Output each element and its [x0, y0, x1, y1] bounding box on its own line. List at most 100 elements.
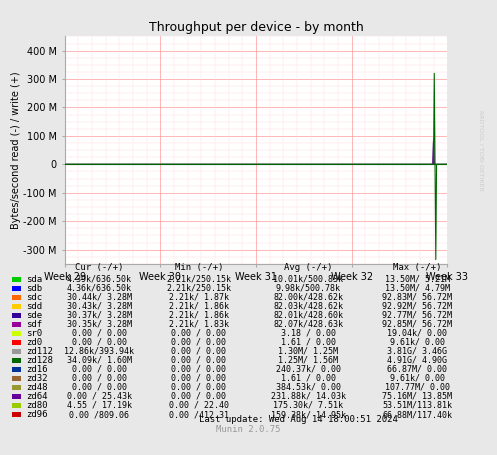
Text: Munin 2.0.75: Munin 2.0.75: [216, 425, 281, 434]
Text: 4.55 / 17.19k: 4.55 / 17.19k: [67, 401, 132, 410]
Text: 82.03k/428.62k: 82.03k/428.62k: [273, 302, 343, 311]
Text: 0.00 /412.31: 0.00 /412.31: [169, 410, 229, 419]
Text: zd96: zd96: [26, 410, 47, 419]
Text: zd32: zd32: [26, 374, 47, 383]
Text: 34.09k/ 1.60M: 34.09k/ 1.60M: [67, 356, 132, 365]
Text: 4.91G/ 4.90G: 4.91G/ 4.90G: [388, 356, 447, 365]
Text: 0.00 / 0.00: 0.00 / 0.00: [171, 383, 226, 392]
Text: 0.00 / 0.00: 0.00 / 0.00: [72, 383, 127, 392]
Text: 0.00 / 0.00: 0.00 / 0.00: [171, 356, 226, 365]
Text: 0.00 / 0.00: 0.00 / 0.00: [171, 329, 226, 338]
Text: 92.77M/ 56.72M: 92.77M/ 56.72M: [383, 311, 452, 320]
Bar: [12, 385, 21, 390]
Bar: [12, 358, 21, 363]
Text: 0.00 / 0.00: 0.00 / 0.00: [171, 338, 226, 347]
Text: 0.00 / 0.00: 0.00 / 0.00: [72, 329, 127, 338]
Text: zd0: zd0: [26, 338, 42, 347]
Text: 92.85M/ 56.72M: 92.85M/ 56.72M: [383, 320, 452, 329]
Text: 13.50M/ 4.79M: 13.50M/ 4.79M: [385, 284, 450, 293]
Text: RRDTOOL / TOBI OETIKER: RRDTOOL / TOBI OETIKER: [479, 110, 484, 191]
Text: 0.00 / 0.00: 0.00 / 0.00: [171, 365, 226, 374]
Text: 2.21k/ 1.86k: 2.21k/ 1.86k: [169, 302, 229, 311]
Text: 4.36k/636.50k: 4.36k/636.50k: [67, 284, 132, 293]
Bar: [12, 376, 21, 381]
Bar: [12, 322, 21, 327]
Text: 0.00 / 0.00: 0.00 / 0.00: [72, 374, 127, 383]
Bar: [12, 304, 21, 308]
Text: 1.30M/ 1.25M: 1.30M/ 1.25M: [278, 347, 338, 356]
Text: 92.92M/ 56.72M: 92.92M/ 56.72M: [383, 302, 452, 311]
Text: 2.21k/250.15k: 2.21k/250.15k: [166, 284, 231, 293]
Text: 0.00 / 0.00: 0.00 / 0.00: [171, 392, 226, 401]
Title: Throughput per device - by month: Throughput per device - by month: [149, 21, 363, 34]
Text: sdf: sdf: [26, 320, 42, 329]
Text: 12.86k/393.94k: 12.86k/393.94k: [65, 347, 134, 356]
Text: 0.00 / 0.00: 0.00 / 0.00: [72, 338, 127, 347]
Bar: [12, 295, 21, 300]
Text: 1.61 / 0.00: 1.61 / 0.00: [281, 338, 335, 347]
Text: 30.43k/ 3.28M: 30.43k/ 3.28M: [67, 302, 132, 311]
Text: sdd: sdd: [26, 302, 42, 311]
Text: 10.01k/500.83k: 10.01k/500.83k: [273, 275, 343, 284]
Text: 1.25M/ 1.56M: 1.25M/ 1.56M: [278, 356, 338, 365]
Text: 0.00 / 22.40: 0.00 / 22.40: [169, 401, 229, 410]
Bar: [12, 403, 21, 408]
Text: 9.61k/ 0.00: 9.61k/ 0.00: [390, 374, 445, 383]
Text: 9.98k/500.78k: 9.98k/500.78k: [276, 284, 340, 293]
Bar: [12, 277, 21, 282]
Text: 53.51M/113.81k: 53.51M/113.81k: [383, 401, 452, 410]
Text: 82.01k/428.60k: 82.01k/428.60k: [273, 311, 343, 320]
Text: sda: sda: [26, 275, 42, 284]
Text: Cur (-/+): Cur (-/+): [75, 263, 124, 272]
Y-axis label: Bytes/second read (-) / write (+): Bytes/second read (-) / write (+): [10, 71, 20, 229]
Text: 75.16M/ 13.85M: 75.16M/ 13.85M: [383, 392, 452, 401]
Text: 66.88M/117.40k: 66.88M/117.40k: [383, 410, 452, 419]
Text: sdb: sdb: [26, 284, 42, 293]
Text: 159.38k/ 14.95k: 159.38k/ 14.95k: [271, 410, 345, 419]
Text: 2.21k/250.15k: 2.21k/250.15k: [166, 275, 231, 284]
Text: zd128: zd128: [26, 356, 53, 365]
Text: Max (-/+): Max (-/+): [393, 263, 442, 272]
Text: 2.21k/ 1.86k: 2.21k/ 1.86k: [169, 311, 229, 320]
Text: 4.39k/636.50k: 4.39k/636.50k: [67, 275, 132, 284]
Bar: [12, 394, 21, 399]
Text: 231.88k/ 14.03k: 231.88k/ 14.03k: [271, 392, 345, 401]
Text: Min (-/+): Min (-/+): [174, 263, 223, 272]
Text: 175.30k/ 7.51k: 175.30k/ 7.51k: [273, 401, 343, 410]
Text: 0.00 / 0.00: 0.00 / 0.00: [171, 374, 226, 383]
Text: 240.37k/ 0.00: 240.37k/ 0.00: [276, 365, 340, 374]
Text: 0.00 /809.06: 0.00 /809.06: [70, 410, 129, 419]
Text: 0.00 / 0.00: 0.00 / 0.00: [72, 365, 127, 374]
Text: 30.37k/ 3.28M: 30.37k/ 3.28M: [67, 311, 132, 320]
Text: zd16: zd16: [26, 365, 47, 374]
Text: 9.61k/ 0.00: 9.61k/ 0.00: [390, 338, 445, 347]
Text: 2.21k/ 1.87k: 2.21k/ 1.87k: [169, 293, 229, 302]
Bar: [12, 412, 21, 417]
Bar: [12, 367, 21, 372]
Bar: [12, 313, 21, 318]
Text: 66.87M/ 0.00: 66.87M/ 0.00: [388, 365, 447, 374]
Text: 0.00 / 25.43k: 0.00 / 25.43k: [67, 392, 132, 401]
Text: zd112: zd112: [26, 347, 53, 356]
Text: 3.81G/ 3.46G: 3.81G/ 3.46G: [388, 347, 447, 356]
Text: 82.07k/428.63k: 82.07k/428.63k: [273, 320, 343, 329]
Bar: [12, 286, 21, 291]
Bar: [12, 349, 21, 354]
Text: sde: sde: [26, 311, 42, 320]
Bar: [12, 331, 21, 336]
Text: zd48: zd48: [26, 383, 47, 392]
Text: 19.04k/ 0.00: 19.04k/ 0.00: [388, 329, 447, 338]
Text: Avg (-/+): Avg (-/+): [284, 263, 332, 272]
Text: sdc: sdc: [26, 293, 42, 302]
Text: 3.18 / 0.00: 3.18 / 0.00: [281, 329, 335, 338]
Text: 2.21k/ 1.83k: 2.21k/ 1.83k: [169, 320, 229, 329]
Text: Last update: Wed Aug 14 18:00:51 2024: Last update: Wed Aug 14 18:00:51 2024: [199, 415, 398, 424]
Text: zd64: zd64: [26, 392, 47, 401]
Text: 1.61 / 0.00: 1.61 / 0.00: [281, 374, 335, 383]
Bar: [12, 340, 21, 345]
Text: 30.44k/ 3.28M: 30.44k/ 3.28M: [67, 293, 132, 302]
Text: 92.83M/ 56.72M: 92.83M/ 56.72M: [383, 293, 452, 302]
Text: 384.53k/ 0.00: 384.53k/ 0.00: [276, 383, 340, 392]
Text: 0.00 / 0.00: 0.00 / 0.00: [171, 347, 226, 356]
Text: zd80: zd80: [26, 401, 47, 410]
